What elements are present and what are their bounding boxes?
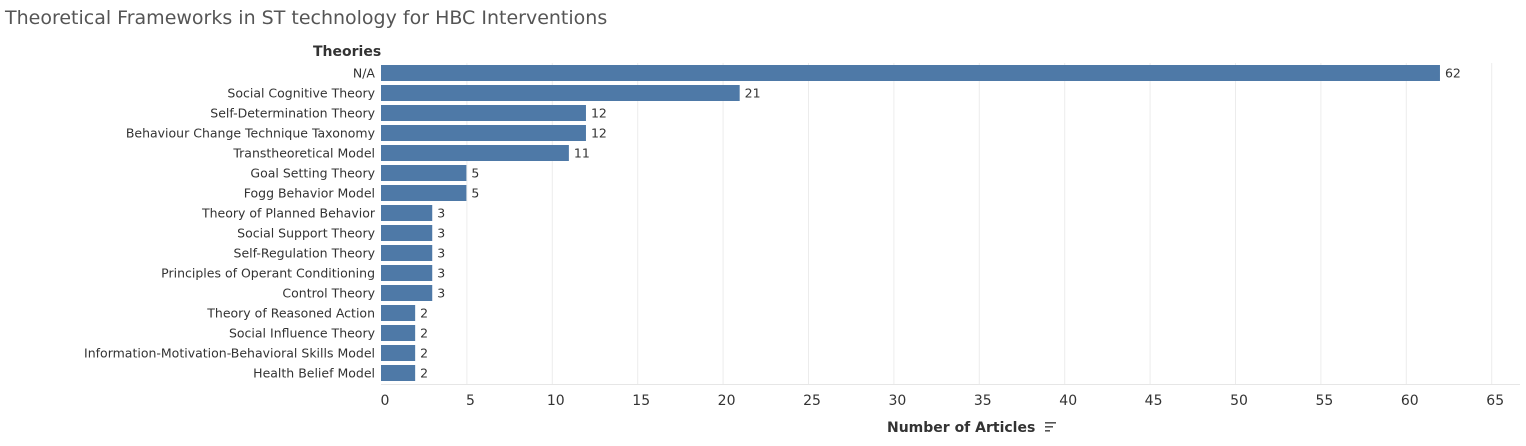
bar — [381, 325, 416, 341]
bar — [381, 65, 1440, 81]
bar — [381, 245, 433, 261]
bar — [381, 85, 740, 101]
x-tick-label: 20 — [718, 393, 736, 409]
category-label: Information-Motivation-Behavioral Skills… — [84, 346, 375, 361]
value-label: 3 — [437, 206, 445, 221]
bar — [381, 145, 569, 161]
x-tick-label: 15 — [632, 393, 650, 409]
x-axis-ticks: 0 5 10 15 20 25 30 35 40 45 50 55 60 65 — [381, 393, 1505, 409]
gridlines — [381, 63, 1520, 385]
y-axis-title[interactable]: Theories — [313, 44, 382, 60]
bar — [381, 305, 416, 321]
x-tick-label: 5 — [466, 393, 475, 409]
category-label: Social Support Theory — [237, 226, 375, 241]
chart-title: Theoretical Frameworks in ST technology … — [5, 7, 608, 29]
x-tick-label: 50 — [1230, 393, 1248, 409]
bar — [381, 265, 433, 281]
x-tick-label: 0 — [381, 393, 390, 409]
sort-descending-icon[interactable] — [1045, 420, 1057, 436]
x-axis-title[interactable]: Number of Articles — [887, 420, 1057, 436]
category-label: Principles of Operant Conditioning — [161, 266, 375, 281]
value-label: 62 — [1445, 66, 1461, 81]
category-label: Behaviour Change Technique Taxonomy — [126, 126, 376, 141]
bar — [381, 205, 433, 221]
category-label: Transtheoretical Model — [232, 146, 375, 161]
x-tick-label: 55 — [1315, 393, 1333, 409]
category-label: N/A — [353, 66, 376, 81]
value-label: 3 — [437, 286, 445, 301]
x-tick-label: 10 — [547, 393, 565, 409]
x-axis-title-text: Number of Articles — [887, 420, 1036, 436]
bar — [381, 165, 467, 181]
value-label: 3 — [437, 226, 445, 241]
value-label: 3 — [437, 266, 445, 281]
value-label: 2 — [420, 366, 428, 381]
value-label: 2 — [420, 306, 428, 321]
x-tick-label: 65 — [1486, 393, 1504, 409]
category-label: Self-Determination Theory — [210, 106, 375, 121]
value-label: 21 — [745, 86, 761, 101]
category-label: Social Influence Theory — [229, 326, 376, 341]
x-tick-label: 40 — [1059, 393, 1077, 409]
x-tick-label: 30 — [888, 393, 906, 409]
bar — [381, 365, 416, 381]
category-label: Social Cognitive Theory — [227, 86, 375, 101]
bar — [381, 185, 467, 201]
category-label: Goal Setting Theory — [250, 166, 375, 181]
category-label: Health Belief Model — [253, 366, 375, 381]
category-label: Self-Regulation Theory — [234, 246, 376, 261]
value-label: 2 — [420, 346, 428, 361]
category-label: Fogg Behavior Model — [244, 186, 375, 201]
value-label: 12 — [591, 126, 607, 141]
category-labels: N/A Social Cognitive Theory Self-Determina… — [84, 66, 376, 381]
category-label: Theory of Planned Behavior — [201, 206, 376, 221]
value-label: 3 — [437, 246, 445, 261]
category-label: Theory of Reasoned Action — [206, 306, 375, 321]
value-label: 11 — [574, 146, 590, 161]
x-tick-label: 45 — [1145, 393, 1163, 409]
bar — [381, 105, 586, 121]
bar — [381, 225, 433, 241]
category-label: Control Theory — [282, 286, 375, 301]
value-label: 2 — [420, 326, 428, 341]
x-tick-label: 35 — [974, 393, 992, 409]
bar — [381, 285, 433, 301]
x-tick-label: 60 — [1401, 393, 1419, 409]
bar — [381, 345, 416, 361]
bar — [381, 125, 586, 141]
value-label: 5 — [471, 186, 479, 201]
bars — [381, 65, 1440, 381]
x-tick-label: 25 — [803, 393, 821, 409]
value-label: 12 — [591, 106, 607, 121]
value-label: 5 — [471, 166, 479, 181]
